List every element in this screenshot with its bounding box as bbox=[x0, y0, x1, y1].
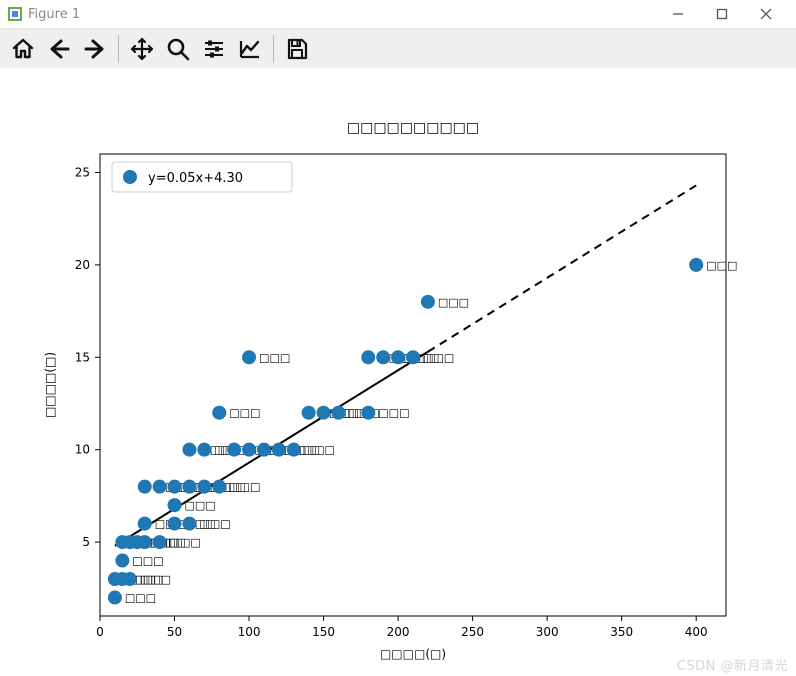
plot-area: 050100150200250300350400510152025□□□□□□□… bbox=[0, 68, 796, 676]
minimize-icon bbox=[672, 8, 684, 20]
window-title: Figure 1 bbox=[28, 7, 80, 22]
chart-svg: 050100150200250300350400510152025□□□□□□□… bbox=[0, 68, 796, 676]
maximize-button[interactable] bbox=[700, 0, 744, 28]
svg-text:□□□: □□□ bbox=[170, 536, 201, 549]
svg-text:100: 100 bbox=[238, 625, 261, 639]
svg-text:□□□□□□□□□□: □□□□□□□□□□ bbox=[347, 120, 479, 136]
svg-text:50: 50 bbox=[167, 625, 182, 639]
toolbar-separator bbox=[273, 35, 274, 63]
app-icon bbox=[8, 7, 22, 21]
titlebar: Figure 1 bbox=[0, 0, 796, 28]
edit-button[interactable] bbox=[233, 32, 267, 66]
line-chart-icon bbox=[238, 37, 262, 61]
zoom-button[interactable] bbox=[161, 32, 195, 66]
svg-text:□□□□(□): □□□□(□) bbox=[43, 352, 57, 418]
home-button[interactable] bbox=[6, 32, 40, 66]
subplots-button[interactable] bbox=[197, 32, 231, 66]
forward-button[interactable] bbox=[78, 32, 112, 66]
svg-text:25: 25 bbox=[75, 165, 90, 179]
arrow-left-icon bbox=[47, 37, 71, 61]
svg-text:□□□: □□□ bbox=[304, 444, 335, 457]
figure-window: Figure 1 bbox=[0, 0, 796, 676]
svg-text:300: 300 bbox=[536, 625, 559, 639]
svg-text:10: 10 bbox=[75, 443, 90, 457]
save-button[interactable] bbox=[280, 32, 314, 66]
home-icon bbox=[11, 37, 35, 61]
svg-text:□□□: □□□ bbox=[229, 407, 260, 420]
svg-text:□□□: □□□ bbox=[378, 407, 409, 420]
svg-text:350: 350 bbox=[610, 625, 633, 639]
close-button[interactable] bbox=[744, 0, 788, 28]
svg-text:0: 0 bbox=[96, 625, 104, 639]
sliders-icon bbox=[202, 37, 226, 61]
matplotlib-toolbar bbox=[0, 28, 796, 70]
svg-text:□□□: □□□ bbox=[185, 499, 216, 512]
pan-button[interactable] bbox=[125, 32, 159, 66]
svg-text:□□□: □□□ bbox=[229, 481, 260, 494]
svg-text:□□□: □□□ bbox=[438, 296, 469, 309]
svg-text:□□□□(□): □□□□(□) bbox=[380, 647, 446, 661]
svg-text:□□□: □□□ bbox=[199, 518, 230, 531]
move-icon bbox=[130, 37, 154, 61]
save-icon bbox=[285, 37, 309, 61]
svg-text:200: 200 bbox=[387, 625, 410, 639]
maximize-icon bbox=[716, 8, 728, 20]
svg-text:400: 400 bbox=[685, 625, 708, 639]
close-icon bbox=[760, 8, 772, 20]
svg-text:□□□: □□□ bbox=[423, 351, 454, 364]
svg-text:20: 20 bbox=[75, 258, 90, 272]
search-icon bbox=[166, 37, 190, 61]
arrow-right-icon bbox=[83, 37, 107, 61]
svg-text:□□□: □□□ bbox=[132, 555, 163, 568]
toolbar-separator bbox=[118, 35, 119, 63]
svg-text:y=0.05x+4.30: y=0.05x+4.30 bbox=[148, 171, 243, 186]
svg-text:150: 150 bbox=[312, 625, 335, 639]
svg-text:15: 15 bbox=[75, 350, 90, 364]
svg-text:□□□: □□□ bbox=[125, 592, 156, 605]
back-button[interactable] bbox=[42, 32, 76, 66]
svg-text:5: 5 bbox=[82, 535, 90, 549]
svg-text:250: 250 bbox=[461, 625, 484, 639]
svg-text:□□□: □□□ bbox=[706, 259, 737, 272]
minimize-button[interactable] bbox=[656, 0, 700, 28]
svg-text:□□□: □□□ bbox=[259, 351, 290, 364]
svg-text:□□□: □□□ bbox=[140, 573, 171, 586]
